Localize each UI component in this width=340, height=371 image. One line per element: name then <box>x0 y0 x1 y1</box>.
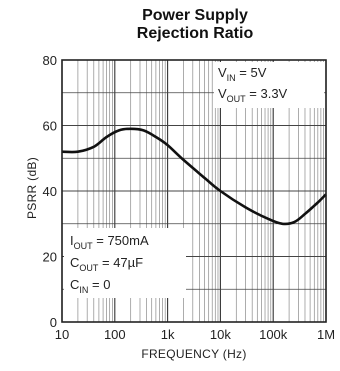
x-tick-labels: 10 100 1k 10k 100k 1M <box>55 327 335 342</box>
annotation-text: VOUT = 3.3V <box>218 86 288 104</box>
x-tick-label: 10k <box>210 327 231 342</box>
y-tick-labels: 0 20 40 60 80 <box>43 53 57 330</box>
psrr-curve <box>61 127 327 226</box>
y-tick-label: 20 <box>43 250 57 265</box>
annotation-boxes <box>64 62 324 298</box>
plot-frame <box>61 59 327 323</box>
chart-title-line-2: Rejection Ratio <box>137 25 254 42</box>
annotation-text: COUT = 47µF <box>70 255 143 273</box>
x-tick-label: 1k <box>161 327 175 342</box>
y-tick-label: 0 <box>50 315 57 330</box>
y-tick-label: 80 <box>43 53 57 68</box>
annotation-text: CIN = 0 <box>70 277 110 295</box>
chart-title-line-1: Power Supply <box>142 7 248 24</box>
y-tick-label: 40 <box>43 184 57 199</box>
annotation-text: VIN = 5V <box>218 65 267 83</box>
x-axis-label: FREQUENCY (Hz) <box>141 347 246 361</box>
annotations: VIN = 5V VOUT = 3.3V IOUT = 750mA COUT = 47… <box>70 65 288 295</box>
y-axis-label: PSRR (dB) <box>25 157 39 219</box>
annotation-text: IOUT = 750mA <box>70 233 149 251</box>
annotation-box-top-right <box>214 62 324 108</box>
y-tick-label: 60 <box>43 119 57 134</box>
x-tick-label: 100k <box>259 327 288 342</box>
annotation-box-bottom-left <box>64 228 186 298</box>
x-tick-label: 10 <box>55 327 69 342</box>
x-tick-label: 1M <box>317 327 335 342</box>
plot-series <box>61 127 327 226</box>
x-tick-label: 100 <box>104 327 126 342</box>
